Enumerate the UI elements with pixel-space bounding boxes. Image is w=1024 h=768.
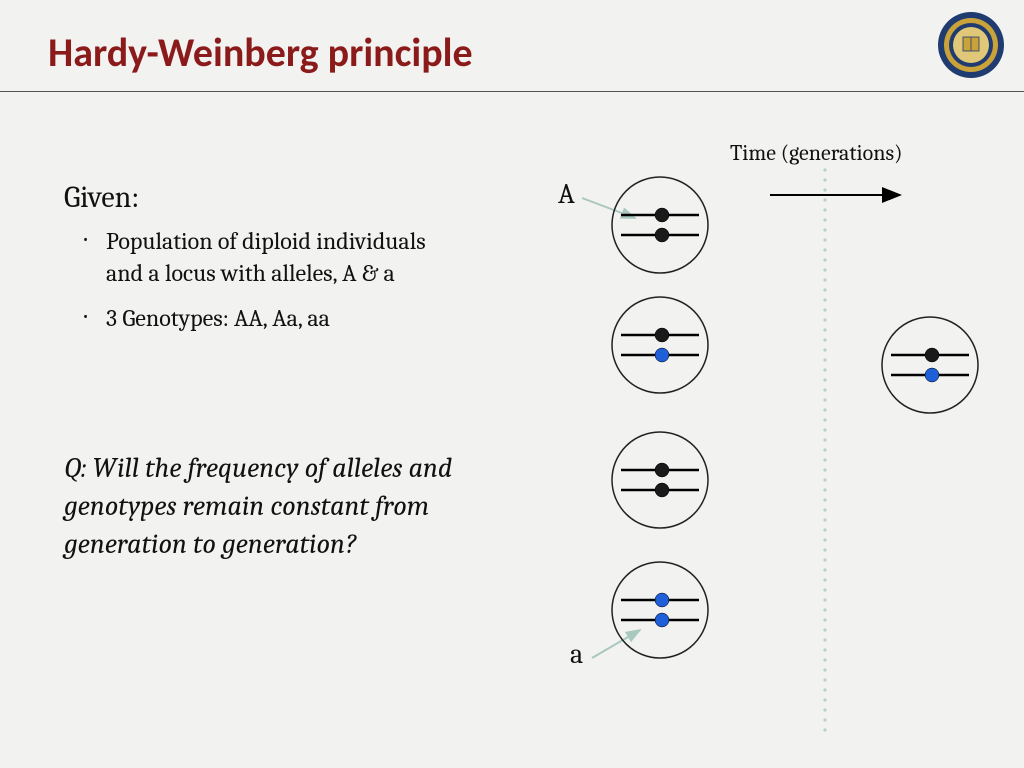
university-seal — [936, 10, 1006, 80]
bullet-item: Population of diploid individuals and a … — [88, 225, 464, 290]
header-divider — [0, 91, 1024, 92]
slide-header: Hardy-Weinberg principle — [0, 0, 1024, 77]
slide-title: Hardy-Weinberg principle — [48, 28, 1024, 77]
text-content: Given: Population of diploid individuals… — [64, 180, 464, 346]
given-label: Given: — [64, 180, 464, 215]
diagram-svg — [540, 140, 1000, 740]
allele-A-label: A — [558, 178, 575, 210]
time-label: Time (generations) — [730, 140, 903, 166]
diagram-area: Time (generations) A a — [540, 140, 1000, 740]
bullet-list: Population of diploid individuals and a … — [64, 225, 464, 334]
question-text: Q: Will the frequency of alleles and gen… — [64, 450, 474, 563]
bullet-item: 3 Genotypes: AA, Aa, aa — [88, 302, 464, 334]
allele-a-label: a — [570, 638, 583, 670]
